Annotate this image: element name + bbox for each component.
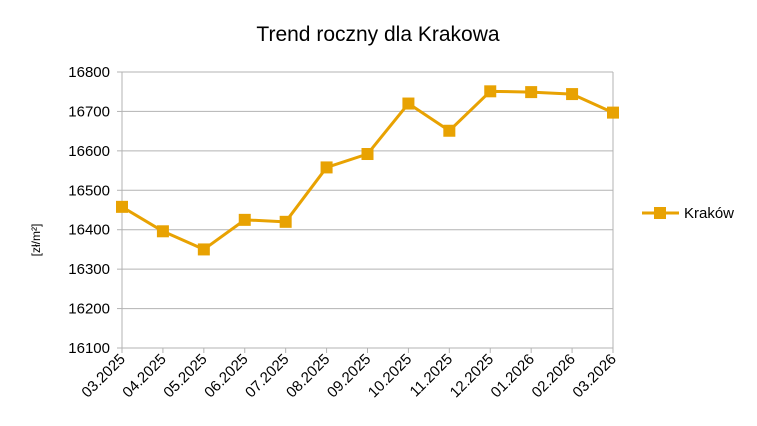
series-kraków bbox=[116, 85, 619, 256]
x-tick-label: 09.2025 bbox=[324, 351, 374, 401]
data-point bbox=[484, 85, 497, 98]
series-line bbox=[121, 89, 614, 251]
x-tick-label: 10.2025 bbox=[365, 351, 415, 401]
y-tick-label: 16300 bbox=[68, 261, 110, 278]
data-point bbox=[443, 124, 456, 137]
y-tick-label: 16700 bbox=[68, 103, 110, 120]
x-tick-label: 11.2025 bbox=[407, 351, 457, 401]
x-tick-label: 03.2026 bbox=[569, 351, 619, 401]
x-tick-label: 01.2026 bbox=[488, 351, 538, 401]
legend-label: Kraków bbox=[684, 205, 734, 222]
y-tick-label: 16400 bbox=[68, 222, 110, 239]
data-point bbox=[361, 148, 374, 161]
data-point bbox=[156, 225, 169, 238]
chart-title: Trend roczny dla Krakowa bbox=[256, 23, 499, 46]
gridlines bbox=[122, 71, 613, 349]
x-tick-labels: 03.202504.202505.202506.202507.202508.20… bbox=[78, 351, 619, 401]
y-tick-label: 16500 bbox=[68, 182, 110, 199]
y-tick-labels: 16800 16700 16600 16500 16400 16300 16200 16100 bbox=[68, 64, 110, 357]
data-point bbox=[320, 161, 333, 174]
data-point bbox=[279, 215, 292, 228]
y-tick-label: 16200 bbox=[68, 301, 110, 318]
x-tick-label: 07.2025 bbox=[242, 351, 292, 401]
data-point bbox=[525, 86, 538, 99]
legend: Kraków bbox=[642, 205, 734, 222]
axes bbox=[117, 71, 614, 353]
x-tick-label: 06.2025 bbox=[201, 351, 251, 401]
data-point bbox=[566, 88, 579, 101]
data-point bbox=[607, 106, 619, 119]
x-tick-label: 05.2025 bbox=[160, 351, 210, 401]
y-tick-label: 16600 bbox=[68, 143, 110, 160]
x-tick-label: 12.2025 bbox=[447, 351, 497, 401]
data-point bbox=[197, 243, 210, 256]
x-tick-label: 03.2025 bbox=[78, 351, 128, 401]
y-axis-label: [zł/m²] bbox=[29, 224, 43, 257]
legend-square-icon bbox=[654, 207, 666, 219]
y-tick-label: 16800 bbox=[68, 64, 110, 81]
y-tick-label: 16100 bbox=[68, 340, 110, 357]
data-point bbox=[402, 97, 415, 110]
x-tick-label: 02.2026 bbox=[529, 351, 579, 401]
data-point bbox=[116, 200, 128, 213]
x-tick-label: 08.2025 bbox=[283, 351, 333, 401]
x-tick-label: 04.2025 bbox=[119, 351, 169, 401]
data-point bbox=[238, 213, 251, 226]
